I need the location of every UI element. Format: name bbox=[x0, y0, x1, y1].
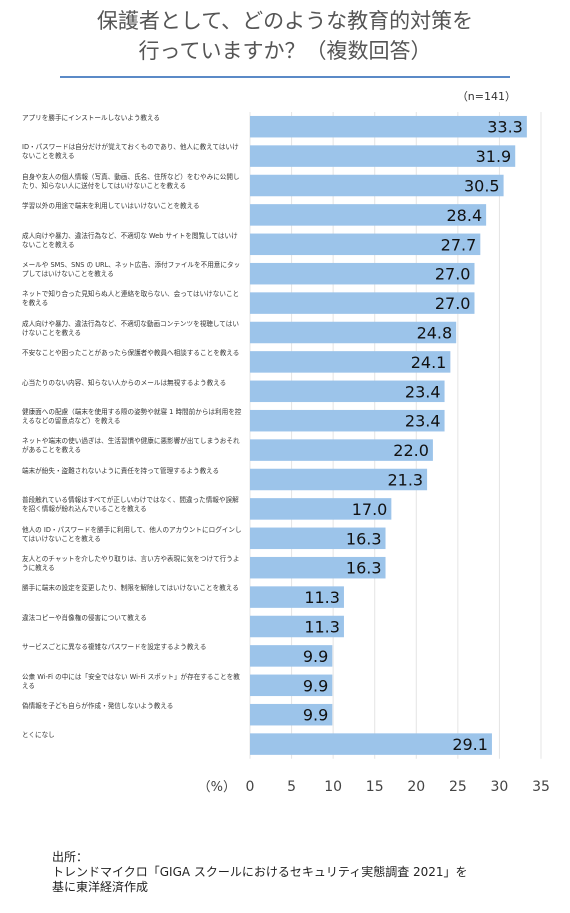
bar bbox=[250, 321, 457, 344]
category-label: 成人向けや暴力、違法行為など、不適切な Web サイトを閲覧してはいけないことを… bbox=[22, 231, 238, 249]
bar bbox=[250, 733, 492, 755]
category-label: ID・パスワードは自分だけが覚えておくものであり、他人に教えてはいけないことを教… bbox=[22, 143, 239, 161]
value-label: 16.3 bbox=[346, 529, 382, 548]
category-label: 端末が紛失・盗難されないように責任を持って管理するよう教える bbox=[22, 466, 220, 475]
value-label: 27.0 bbox=[435, 294, 471, 313]
source-note: 出所： トレンドマイクロ「GIGA スクールにおけるセキュリティ実態調査 202… bbox=[52, 850, 468, 895]
category-label: 違法コピーや肖像権の侵害について教える bbox=[22, 613, 147, 622]
bar bbox=[250, 204, 487, 226]
x-tick-label: 0 bbox=[246, 779, 255, 795]
category-label: ネットで知り合った見知らぬ人と連絡を取らない、会ってはいけないことを教える bbox=[22, 290, 240, 308]
category-label: 不安なことや困ったことがあったら保護者や教員へ相談することを教える bbox=[22, 349, 240, 358]
category-label: 他人の ID・パスワードを勝手に利用して、他人のアカウントにログインしてはいけな… bbox=[22, 525, 242, 543]
category-label: 自身や友人の個人情報（写真、動画、氏名、住所など）をむやみに公開したり、知らない… bbox=[22, 172, 240, 190]
value-label: 11.3 bbox=[304, 588, 340, 607]
x-tick-label: 15 bbox=[366, 779, 384, 795]
value-label: 16.3 bbox=[346, 559, 382, 578]
bar bbox=[250, 645, 333, 667]
bar bbox=[250, 380, 445, 403]
bar bbox=[250, 115, 527, 138]
chart-title-line-1: 保護者として、どのような教育的対策を bbox=[96, 9, 474, 33]
category-label: 偽情報を子ども自らが作成・発信しないよう教える bbox=[22, 702, 174, 710]
value-label: 9.9 bbox=[303, 706, 328, 725]
bar bbox=[250, 409, 445, 432]
value-label: 27.0 bbox=[435, 265, 471, 284]
category-label: ネットや端末の使い過ぎは、生活習慣や健康に悪影響が出てしまうおそれがあることを教… bbox=[22, 437, 240, 455]
x-tick-label: 35 bbox=[532, 779, 550, 795]
value-label: 24.8 bbox=[417, 324, 453, 343]
bar bbox=[250, 145, 516, 167]
category-label: サービスごとに異なる複雑なパスワードを設定するよう教える bbox=[22, 643, 207, 652]
bar bbox=[250, 703, 333, 726]
category-label: 普段触れている情報はすべてが正しいわけではなく、間違った情報や誤解を招く情報が紛… bbox=[22, 496, 239, 514]
category-label: 成人向けや暴力、違法行為など、不適切な動画コンテンツを視聴してはいけないことを教… bbox=[22, 319, 239, 337]
bar bbox=[250, 292, 475, 314]
bar bbox=[250, 498, 392, 520]
value-label: 33.3 bbox=[487, 118, 523, 137]
category-label: 公衆 Wi-Fi の中には「安全ではない Wi-Fi スポット」が存在することを… bbox=[22, 672, 240, 690]
value-label: 23.4 bbox=[405, 382, 441, 401]
value-label: 21.3 bbox=[387, 471, 423, 490]
bar bbox=[250, 262, 475, 285]
source-line-1: 出所： bbox=[52, 850, 89, 864]
value-label: 22.0 bbox=[393, 441, 429, 460]
title-underline bbox=[60, 76, 510, 78]
bar bbox=[250, 174, 504, 197]
bars: 33.3 31.9 30.5 28.4 27.7 27.0 27.0 24.8 24.1 23.4… bbox=[250, 115, 527, 755]
x-tick-label: 25 bbox=[449, 779, 467, 795]
value-label: 24.1 bbox=[411, 353, 447, 372]
value-label: 30.5 bbox=[464, 177, 500, 196]
x-axis-unit-label: （%） bbox=[198, 780, 236, 795]
category-label: メールや SMS、SNS の URL、ネット広告、添付ファイルを不用意にタップし… bbox=[22, 261, 241, 278]
value-label: 31.9 bbox=[476, 147, 512, 166]
bar bbox=[250, 233, 481, 256]
source-line-2: トレンドマイクロ「GIGA スクールにおけるセキュリティ実態調査 2021」を bbox=[52, 865, 468, 879]
value-label: 9.9 bbox=[303, 676, 328, 695]
value-label: 11.3 bbox=[304, 618, 340, 637]
bar bbox=[250, 439, 433, 461]
value-label: 27.7 bbox=[441, 235, 477, 254]
bar bbox=[250, 468, 428, 491]
x-tick-label: 30 bbox=[491, 779, 509, 795]
bar bbox=[250, 615, 344, 638]
source-line-3: 基に東洋経済作成 bbox=[52, 880, 149, 894]
sample-size-note: （n=141） bbox=[456, 90, 516, 103]
x-tick-label: 5 bbox=[287, 779, 296, 795]
bar bbox=[250, 586, 344, 608]
bar bbox=[250, 351, 451, 373]
chart-title: 保護者として、どのような教育的対策を 行っていますか？（複数回答） bbox=[0, 6, 570, 66]
value-label: 9.9 bbox=[303, 647, 328, 666]
category-label: 学習以外の用途で端末を利用していはいけないことを教える bbox=[22, 202, 200, 211]
category-label: 友人とのチャットを介したやり取りは、言い方や表現に気をつけて行うように教える bbox=[22, 555, 240, 572]
category-label: とくになし bbox=[22, 731, 55, 740]
bar bbox=[250, 527, 386, 550]
value-label: 28.4 bbox=[447, 206, 483, 225]
x-tick-label: 20 bbox=[407, 779, 425, 795]
bar bbox=[250, 674, 333, 697]
value-label: 29.1 bbox=[452, 735, 488, 754]
category-label: 心当たりのない内容、知らない人からのメールは無視するよう教える bbox=[22, 378, 227, 387]
x-axis: 0 5 10 15 20 25 30 35 （%） bbox=[198, 779, 550, 795]
value-label: 23.4 bbox=[405, 412, 441, 431]
value-label: 17.0 bbox=[352, 500, 388, 519]
x-tick-label: 10 bbox=[324, 779, 342, 795]
bar bbox=[250, 556, 386, 579]
category-label: 健康面への配慮（端末を使用する際の姿勢や就寝 1 時間前からは利用を控えるなどの… bbox=[22, 408, 242, 425]
category-label: 勝手に端末の設定を変更したり、制限を解除してはいけないことを教える bbox=[22, 584, 239, 593]
chart-title-line-2: 行っていますか？（複数回答） bbox=[138, 39, 432, 63]
category-label: アプリを勝手にインストールしないよう教える bbox=[22, 114, 161, 122]
